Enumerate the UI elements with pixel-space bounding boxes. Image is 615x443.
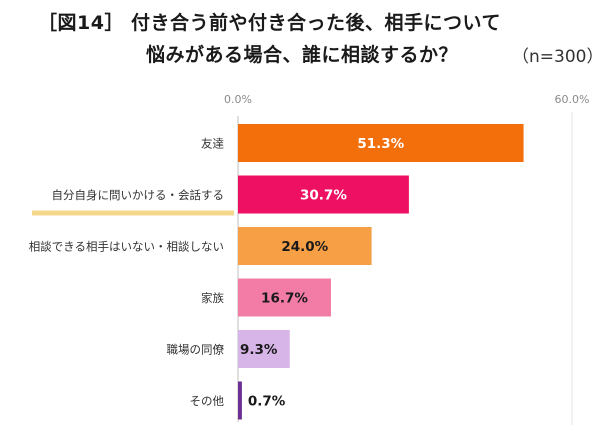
bar-1	[238, 175, 409, 214]
chart-title-line-1: ［図14］ 付き合う前や付き合った後、相手について	[38, 12, 501, 34]
category-label-4: 職場の同僚	[167, 343, 225, 357]
bar-4	[238, 330, 290, 368]
bar-group: 友達 51.3% 自分自身に問いかける・会話する 30.7% 相談できる相手はいない・相…	[29, 124, 524, 420]
category-label-5: その他	[190, 394, 225, 408]
chart-title-line-2: 悩みがある場合、誰に相談するか？	[146, 44, 459, 66]
x-tick-label-0: 0.0%	[224, 93, 252, 106]
bar-0	[238, 124, 524, 162]
bar-3	[238, 278, 331, 317]
value-label-0: 51.3%	[357, 136, 404, 152]
bar-5	[238, 381, 242, 420]
sample-size-note: （n=300）	[512, 47, 604, 67]
value-label-5: 0.7%	[248, 394, 286, 410]
x-tick-label-60: 60.0%	[555, 93, 590, 106]
category-label-2: 相談できる相手はいない・相談しない	[29, 240, 224, 254]
category-label-3: 家族	[201, 291, 224, 305]
value-label-1: 30.7%	[300, 188, 347, 204]
value-label-2: 24.0%	[281, 239, 328, 255]
category-label-0: 友達	[201, 137, 224, 151]
bar-2	[238, 227, 372, 265]
value-label-4: 9.3%	[240, 342, 278, 358]
category-highlight-underline	[32, 210, 234, 216]
category-label-1: 自分自身に問いかける・会話する	[52, 188, 225, 202]
value-label-3: 16.7%	[261, 291, 308, 307]
